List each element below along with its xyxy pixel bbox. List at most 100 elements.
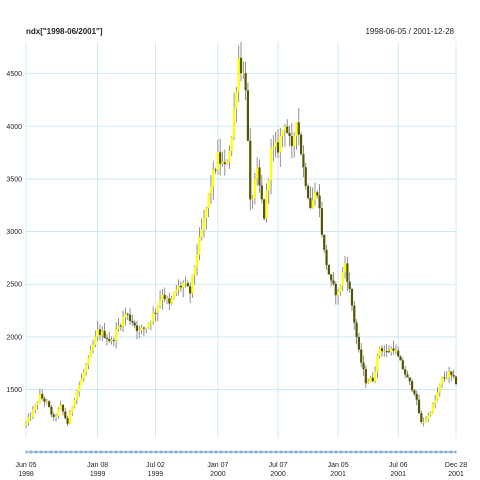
x-tick-label: 1998	[18, 471, 34, 478]
candle-body	[156, 306, 159, 313]
candle-body	[91, 344, 95, 351]
candle-body	[415, 393, 418, 400]
candle-body	[353, 305, 356, 323]
candle-body	[438, 384, 441, 393]
candle-body	[281, 130, 284, 137]
x-tick-label: 2001	[390, 471, 406, 478]
candle-body	[362, 362, 365, 370]
candle-body	[179, 285, 182, 288]
candle-body	[163, 294, 166, 300]
y-tick-label: 4000	[6, 124, 22, 131]
candle-body	[124, 313, 127, 317]
candle-body	[103, 330, 106, 338]
candle-body	[168, 298, 171, 304]
y-tick-label: 2000	[6, 334, 22, 341]
candle-body	[251, 197, 254, 200]
candle-body	[427, 415, 430, 420]
x-tick-label: Jan 07	[207, 462, 228, 469]
candle-body	[184, 283, 187, 285]
candle-body	[441, 377, 444, 385]
candle-body	[336, 292, 340, 296]
candle-body	[304, 167, 307, 187]
candle-body	[330, 274, 333, 281]
candle-body	[390, 348, 393, 353]
candle-body	[288, 132, 291, 137]
candle-body	[410, 381, 414, 391]
x-axis: Jun 05 1998 Jan 08 1999 Jul 02 1999 Jan 07 2000…	[15, 450, 467, 478]
candle-body	[154, 312, 157, 314]
candle-body	[45, 401, 48, 403]
candle-body	[101, 330, 104, 335]
x-tick-label: 1999	[90, 471, 106, 478]
candle-body	[401, 360, 404, 370]
candle-body	[212, 169, 215, 187]
candle-body	[149, 321, 152, 324]
candle-body	[364, 369, 367, 384]
chart-title: ndx["1998-06/2001"]	[26, 27, 103, 36]
candle-body	[258, 167, 261, 186]
candle-body	[350, 288, 354, 306]
candle-body	[235, 91, 238, 109]
candle-body	[38, 393, 41, 403]
candle-body	[147, 323, 150, 328]
candle-body	[34, 404, 37, 411]
candle-body	[223, 162, 226, 164]
candle-body	[85, 365, 88, 373]
x-tick-label: Jul 07	[269, 462, 288, 469]
y-tick-label: 1500	[6, 387, 22, 394]
candle-body	[355, 322, 358, 337]
candle-body	[360, 349, 363, 363]
candle-body	[228, 150, 231, 162]
candle-body	[89, 350, 92, 358]
candle-body	[121, 316, 125, 327]
candle-body	[105, 337, 109, 340]
candle-body	[263, 199, 266, 219]
candle-body	[325, 249, 328, 266]
candle-body	[293, 135, 296, 146]
candle-body	[295, 122, 298, 136]
candle-body	[327, 265, 330, 275]
candle-body	[54, 416, 58, 418]
x-tick-label: Jun 05	[15, 462, 36, 469]
candle-body	[71, 406, 74, 413]
candle-body	[209, 186, 213, 194]
candle-body	[253, 178, 256, 198]
candle-body	[454, 376, 458, 385]
candle-body	[306, 186, 310, 198]
candle-body	[52, 414, 55, 417]
candle-body	[279, 136, 282, 153]
candle-body	[48, 401, 51, 407]
candle-body	[274, 142, 277, 147]
candle-body	[256, 167, 259, 179]
candle-body	[283, 126, 287, 131]
candle-body	[29, 417, 32, 419]
candle-body	[406, 374, 409, 378]
candle-body	[399, 356, 402, 361]
candle-body	[276, 142, 280, 153]
candle-body	[404, 369, 407, 375]
candle-body	[348, 281, 351, 289]
candle-body	[186, 283, 189, 287]
candle-body	[50, 406, 53, 415]
candle-body	[357, 336, 361, 350]
candle-body	[119, 325, 122, 327]
candles	[24, 41, 458, 429]
candle-body	[376, 355, 379, 372]
candle-body	[110, 339, 113, 342]
candle-body	[98, 329, 102, 335]
candle-body	[172, 292, 176, 299]
y-tick-label: 2500	[6, 282, 22, 289]
candle-body	[318, 195, 321, 209]
candle-body	[450, 371, 453, 376]
x-tick-label: 1999	[148, 471, 164, 478]
candle-body	[434, 399, 437, 404]
candle-body	[128, 314, 132, 321]
candle-body	[108, 339, 111, 342]
y-tick-label: 3500	[6, 176, 22, 183]
candle-body	[420, 413, 423, 422]
candle-body	[267, 180, 270, 191]
candle-body	[59, 404, 62, 410]
candle-body	[300, 134, 303, 155]
candle-body	[392, 348, 395, 351]
